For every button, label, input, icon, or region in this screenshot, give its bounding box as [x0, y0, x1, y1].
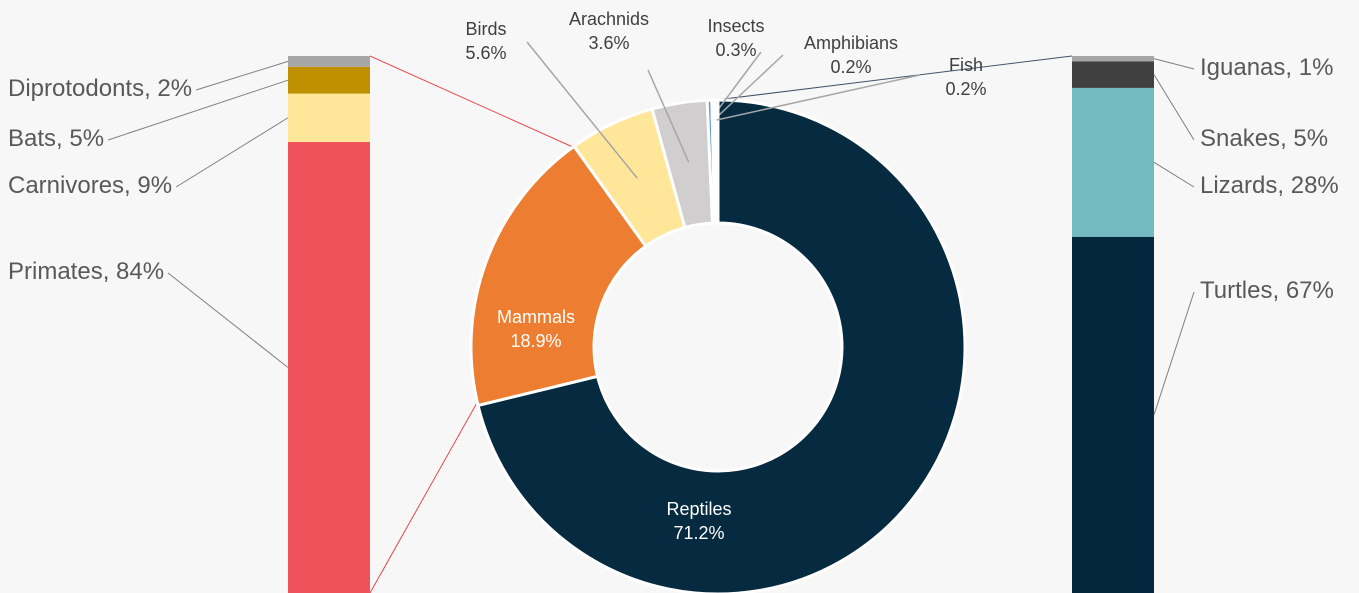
- slice-name: Mammals: [497, 307, 575, 327]
- slice-name: Amphibians: [804, 33, 898, 53]
- bar-segment: [288, 93, 370, 142]
- segment-name: Bats: [8, 125, 56, 152]
- segment-value: 5%: [69, 125, 104, 152]
- donut-slice: [713, 98, 720, 225]
- segment-value: 84%: [116, 258, 164, 285]
- bar-label: Turtles, 67%: [1200, 277, 1334, 304]
- separator: ,: [103, 258, 116, 285]
- separator: ,: [1277, 172, 1290, 199]
- segment-name: Carnivores: [8, 172, 124, 199]
- slice-name: Birds: [465, 19, 506, 39]
- connector: [715, 55, 1073, 101]
- bar-segment: [1072, 236, 1154, 593]
- segment-name: Lizards: [1200, 172, 1277, 199]
- separator: ,: [1280, 125, 1293, 152]
- bar-segment: [1072, 61, 1154, 88]
- leader-line: [107, 79, 289, 141]
- separator: ,: [1272, 277, 1285, 304]
- slice-value: 0.2%: [945, 79, 986, 99]
- slice-name: Arachnids: [569, 9, 649, 29]
- bar-segment: [288, 66, 370, 94]
- segment-value: 1%: [1299, 54, 1334, 81]
- leader-line: [167, 272, 289, 368]
- bar-label: Primates, 84%: [8, 258, 164, 285]
- leader-line: [526, 41, 638, 179]
- bar-segment: [288, 56, 370, 67]
- bar-label: Carnivores, 9%: [8, 172, 172, 199]
- leader-line: [1153, 74, 1195, 141]
- segment-name: Primates: [8, 258, 103, 285]
- segment-name: Diprotodonts: [8, 75, 144, 102]
- segment-value: 28%: [1291, 172, 1339, 199]
- leader-line: [1153, 58, 1195, 70]
- leader-line: [1153, 161, 1195, 188]
- bar-segment: [1072, 87, 1154, 237]
- leader-line: [195, 60, 289, 91]
- segment-value: 9%: [137, 172, 172, 199]
- segment-name: Snakes: [1200, 125, 1280, 152]
- slice-value: 0.2%: [830, 57, 871, 77]
- donut-slice: [469, 144, 648, 408]
- segment-value: 2%: [157, 75, 192, 102]
- leader-line: [1153, 291, 1195, 416]
- slice-value: 71.2%: [673, 523, 724, 543]
- leader-line: [713, 54, 784, 121]
- segment-value: 67%: [1286, 277, 1334, 304]
- leader-line: [716, 74, 921, 121]
- separator: ,: [124, 172, 137, 199]
- leader-line: [175, 117, 289, 188]
- segment-name: Turtles: [1200, 277, 1272, 304]
- connector: [369, 55, 576, 149]
- segment-value: 5%: [1293, 125, 1328, 152]
- bar-segment: [1072, 56, 1154, 62]
- slice-name: Fish: [949, 55, 983, 75]
- separator: ,: [144, 75, 157, 102]
- slice-name: Insects: [707, 16, 764, 36]
- segment-name: Iguanas: [1200, 54, 1285, 81]
- bar-label: Diprotodonts, 2%: [8, 75, 192, 102]
- separator: ,: [56, 125, 69, 152]
- donut-slice: [476, 98, 967, 593]
- slice-value: 3.6%: [588, 33, 629, 53]
- bar-label: Iguanas, 1%: [1200, 54, 1333, 81]
- bar-label: Bats, 5%: [8, 125, 104, 152]
- slice-value: 18.9%: [510, 331, 561, 351]
- bar-label: Snakes, 5%: [1200, 125, 1328, 152]
- slice-value: 0.3%: [715, 40, 756, 60]
- separator: ,: [1285, 54, 1298, 81]
- leader-line: [647, 69, 690, 163]
- slice-value: 5.6%: [465, 43, 506, 63]
- slice-name: Reptiles: [666, 499, 731, 519]
- connector: [369, 400, 479, 593]
- bar-label: Lizards, 28%: [1200, 172, 1339, 199]
- bar-segment: [288, 141, 370, 593]
